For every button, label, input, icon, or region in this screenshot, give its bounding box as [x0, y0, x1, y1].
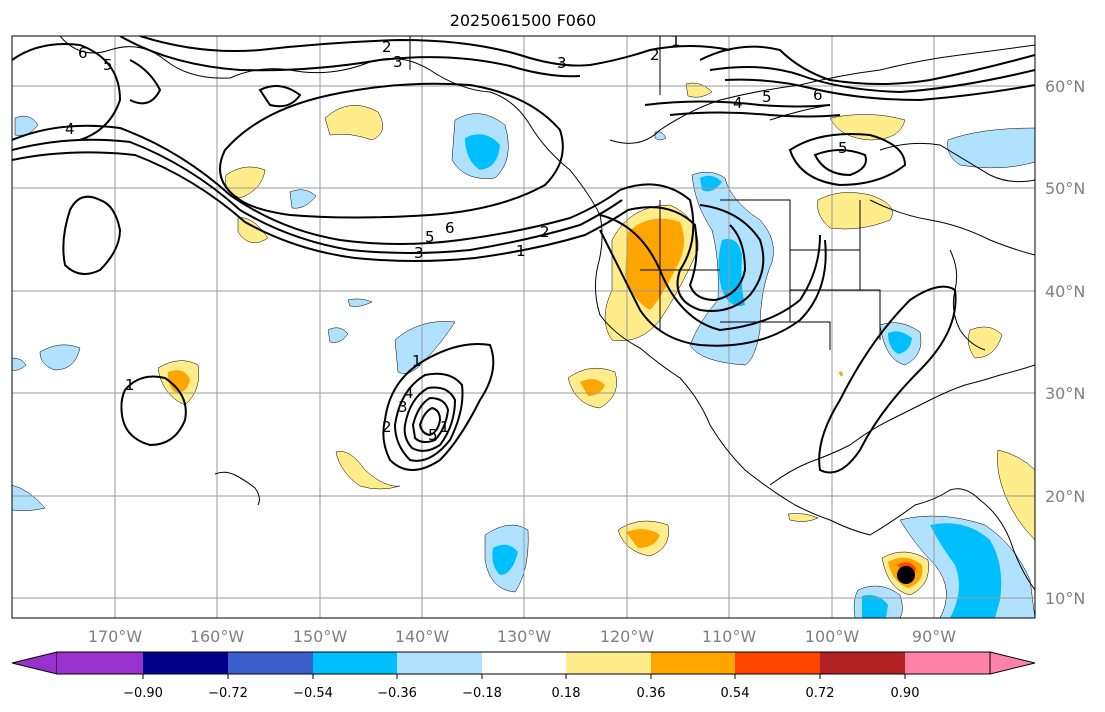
contour-label: 3: [393, 53, 403, 71]
contour-label: 6: [445, 219, 455, 237]
lon-label-170w: 170°W: [88, 627, 143, 646]
contour-label: 2: [382, 418, 392, 436]
contour-label: 2: [540, 223, 550, 241]
colorbar-low-extend: [11, 651, 58, 675]
contour-label: 5: [838, 139, 848, 157]
contour-label: 6: [813, 86, 823, 104]
colorbar-tick-label: 0.36: [637, 686, 666, 701]
contour-label: 2: [382, 38, 392, 56]
colorbar-segment: [313, 652, 397, 674]
contour-label: 3: [398, 398, 408, 416]
colorbar-segment: [905, 652, 990, 674]
colorbar-tick-label: −0.54: [293, 686, 333, 701]
storm-center-marker: [897, 566, 915, 584]
lon-label-150w: 150°W: [293, 627, 348, 646]
lon-label-100w: 100°W: [805, 627, 860, 646]
lat-label-30n: 30°N: [1045, 384, 1085, 403]
colorbar-segment: [735, 652, 820, 674]
lat-label-60n: 60°N: [1045, 77, 1085, 96]
latitude-labels: 60°N 50°N 40°N 30°N 20°N 10°N: [1045, 77, 1085, 608]
colorbar-high-extend: [989, 651, 1036, 675]
colorbar-segment: [397, 652, 482, 674]
contour-label: 5: [425, 228, 435, 246]
lat-label-20n: 20°N: [1045, 487, 1085, 506]
colorbar-tick-label: 0.54: [721, 686, 750, 701]
colorbar-tick-label: 0.90: [891, 686, 920, 701]
lat-label-50n: 50°N: [1045, 179, 1085, 198]
contour-label: 2: [650, 46, 660, 64]
lon-label-120w: 120°W: [600, 627, 655, 646]
colorbar-segment: [820, 652, 905, 674]
contour-label: 1: [516, 242, 526, 260]
map-panel: 2 3 3 2 1 4 5 6 5 4 6 5 3 5 6 1 2 1 1 2 …: [12, 32, 1035, 618]
colorbar-segment: [482, 652, 566, 674]
longitude-labels: 170°W 160°W 150°W 140°W 130°W 120°W 110°…: [88, 627, 956, 646]
colorbar-segment: [143, 652, 228, 674]
contour-label: 4: [404, 384, 414, 402]
contour-lines: [12, 36, 1035, 474]
colorbar-tick-label: 0.18: [552, 686, 581, 701]
contour-label: 5: [762, 88, 772, 106]
contour-label: 1: [125, 376, 135, 394]
lon-label-130w: 130°W: [497, 627, 552, 646]
colorbar-segment: [651, 652, 735, 674]
colorbar-segment: [228, 652, 313, 674]
colorbar-segment: [566, 652, 651, 674]
contour-label: 6: [78, 44, 88, 62]
lon-label-110w: 110°W: [702, 627, 757, 646]
map-title: 2025061500 F060: [450, 11, 597, 30]
contour-label: 4: [65, 120, 75, 138]
map-frame: [11, 35, 1036, 619]
colorbar: −0.90 −0.72 −0.54 −0.36 −0.18 0.18 0.36 …: [11, 651, 1036, 701]
lon-label-160w: 160°W: [190, 627, 245, 646]
colorbar-tick-label: −0.18: [462, 686, 502, 701]
colorbar-tick-label: −0.36: [377, 686, 417, 701]
contour-label: 3: [414, 244, 424, 262]
lat-label-40n: 40°N: [1045, 282, 1085, 301]
contour-label: 1: [671, 32, 681, 50]
graticule: [12, 36, 1035, 618]
colorbar-tick-label: 0.72: [806, 686, 835, 701]
colorbar-segment: [57, 652, 143, 674]
shaded-field: [12, 82, 1035, 618]
contour-label: 1: [412, 352, 422, 370]
colorbar-tick-label: −0.72: [208, 686, 248, 701]
contour-label: 5: [428, 426, 438, 444]
contour-label: 5: [103, 56, 113, 74]
colorbar-tick-label: −0.90: [123, 686, 163, 701]
contour-label: 4: [733, 94, 743, 112]
contour-label: 1: [440, 418, 450, 436]
contour-label-group: 2 3 3 2 1 4 5 6 5 4 6 5 3 5 6 1 2 1 1 2 …: [65, 32, 848, 444]
lat-label-10n: 10°N: [1045, 589, 1085, 608]
lon-label-140w: 140°W: [395, 627, 450, 646]
lon-label-90w: 90°W: [912, 627, 956, 646]
contour-label: 3: [557, 54, 567, 72]
